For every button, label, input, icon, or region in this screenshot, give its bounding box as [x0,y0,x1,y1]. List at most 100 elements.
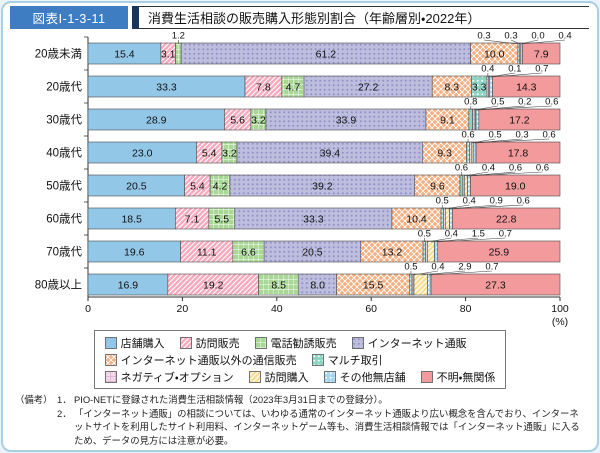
callout-value-label: 0.7 [535,64,548,75]
bar-segment [472,141,477,164]
callout-leader-line [429,270,492,276]
legend-item: 店舗購入 [104,335,165,351]
callout-leader-line [466,171,516,177]
stacked-bar-chart: 15.4 3.1 61.2 10.0 7.9 1.2 0.3 0.3 0.0 0.4 20歳未満 33… [3,29,597,329]
callout-leader-line [488,72,515,78]
callout-leader-line [520,39,539,45]
value-label: 33.3 [156,81,177,93]
bar-segment [470,174,561,197]
callout-leader-line [472,138,523,144]
legend-label: その他無店舗 [339,371,406,384]
bar-segment [427,240,435,263]
legend-swatch [104,370,117,383]
legend-label: 不明・無関係 [436,371,496,384]
footnote-note-number: 2． [57,407,72,419]
value-label: 23.0 [132,147,153,159]
callout-value-label: 1.5 [472,229,485,240]
category-label: 30歳代 [46,114,82,127]
callout-value-label: 0.3 [515,130,528,141]
callout-value-label: 0.6 [455,163,468,174]
callout-leader-line [470,138,496,144]
legend-label: 訪問販売 [195,337,240,350]
bar-segment [475,108,480,131]
value-label: 7.9 [534,48,549,60]
callout-value-label: 2.9 [458,262,471,273]
legend-swatch [311,353,324,366]
bar-segment [437,240,561,263]
value-label: 5.6 [230,114,245,126]
callout-value-label: 0.6 [542,130,555,141]
bar-segment [488,75,493,98]
value-label: 33.9 [336,114,357,126]
callout-leader-line [477,105,552,111]
callout-value-label: 0.3 [477,31,490,42]
legend-label: 電話勧誘販売 [270,337,337,350]
value-label: 10.4 [406,213,427,225]
value-label: 20.5 [302,246,323,258]
value-label: 11.1 [197,246,217,258]
bar-segment [175,42,182,65]
value-label: 39.4 [320,147,341,159]
header-separator [132,6,139,29]
value-label: 7.8 [256,81,271,93]
value-label: 8.0 [310,279,325,291]
callout-value-label: 0.8 [464,97,477,108]
callout-value-label: 0.6 [509,163,522,174]
legend-swatch [351,336,364,349]
value-label: 5.4 [202,147,217,159]
bar-segment [469,141,473,164]
value-label: 14.3 [516,81,537,93]
legend-swatch [420,370,433,383]
callout-value-label: 0.5 [404,262,417,273]
callout-value-label: 0.3 [504,31,517,42]
callout-value-label: 0.6 [536,163,549,174]
footnote-note-text: 「インターネット通販」の相談については、いわゆる通常のインターネット通販より広い… [74,407,580,446]
legend-swatch [104,336,117,349]
value-label: 9.6 [430,180,445,192]
bar-segment [449,207,453,230]
callout-leader-line [447,204,497,210]
legend-swatch [323,370,336,383]
legend-swatch [179,336,192,349]
category-label: 50歳代 [46,180,82,193]
bar-segment [468,108,473,131]
value-label: 4.2 [213,180,228,192]
legend-label: 店舗購入 [120,337,165,350]
callout-value-label: 0.5 [418,229,431,240]
callout-value-label: 0.9 [490,196,503,207]
value-label: 20.5 [126,180,147,192]
callout-value-label: 0.6 [517,196,530,207]
value-label: 3.2 [222,147,237,159]
figure-header: 図表Ⅰ-1-3-11 消費生活相談の販売購入形態別割合（年齢層別・2022年） [10,6,589,29]
category-label: 20歳未満 [35,48,82,61]
callout-leader-line [444,204,470,210]
bar-segment [452,207,561,230]
chart-legend: 店舗購入 訪問販売 電話勧誘販売 インターネット通販 インターネット通販以外の通信販売 マ… [93,330,507,389]
value-label: 27.3 [485,279,506,291]
figure-title: 消費生活相談の販売購入形態別割合（年齢層別・2022年） [139,6,589,29]
legend-swatch [104,353,117,366]
callout-value-label: 0.0 [531,31,544,42]
legend-label: ネガティブ・オプション [120,371,234,384]
x-tick-label: 40 [271,303,283,315]
value-label: 27.2 [358,81,379,93]
figure-number-badge: 図表Ⅰ-1-3-11 [10,6,128,29]
x-tick-label: 100 [551,303,569,315]
value-label: 8.3 [444,81,459,93]
legend-item: ネガティブ・オプション [104,369,234,385]
value-label: 8.5 [271,279,286,291]
bar-segment [434,240,439,263]
callout-leader-line [426,237,452,243]
bar-segment [459,174,464,197]
callout-leader-line [521,39,566,45]
bar-segment [472,108,476,131]
bar-segment [422,240,426,263]
value-label: 39.2 [312,180,333,192]
callout-value-label: 0.4 [482,163,495,174]
legend-row: インターネット通販以外の通信販売 マルチ取引 [104,351,496,368]
value-label: 5.5 [215,213,230,225]
value-label: 10.0 [484,48,505,60]
callout-value-label: 0.4 [431,262,444,273]
value-label: 3.1 [161,48,176,60]
